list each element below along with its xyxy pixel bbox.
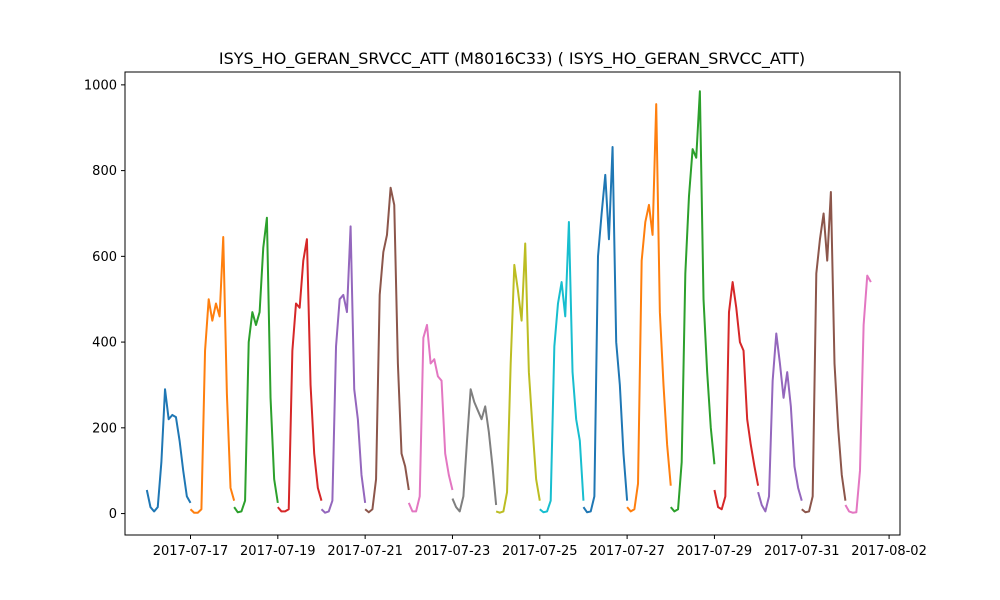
series-line-9 [495,242,541,514]
x-tick-label: 2017-07-17 [153,544,229,559]
x-tick-label: 2017-07-29 [677,544,753,559]
y-tick-label: 600 [92,250,117,265]
series-line-8 [451,388,498,513]
series-line-7 [407,323,454,513]
series-line-11 [582,146,629,514]
x-tick-label: 2017-07-23 [415,544,491,559]
series-line-5 [320,225,367,514]
series-line-16 [801,191,847,514]
y-tick-label: 800 [92,164,117,179]
series-line-17 [844,274,872,514]
series-line-15 [757,332,803,513]
x-tick-label: 2017-07-31 [764,544,840,559]
x-tick-label: 2017-07-25 [502,544,578,559]
series-line-12 [626,103,672,513]
series-line-4 [277,238,323,513]
chart-title: ISYS_HO_GERAN_SRVCC_ATT (M8016C33) ( ISY… [219,49,805,69]
x-tick-label: 2017-07-27 [589,544,665,559]
x-tick-label: 2017-07-21 [327,544,403,559]
series-line-14 [713,281,760,511]
axis-layer: 0 200 400 600 800 1000 2017-07-17 2017-07-19 201… [84,71,927,559]
x-tick-label: 2017-08-02 [851,544,927,559]
series-layer [145,90,872,514]
plot-frame [124,71,901,536]
series-line-1 [145,388,192,513]
series-line-2 [189,236,236,514]
series-line-13 [670,90,716,513]
series-line-6 [364,186,410,514]
series-line-10 [539,221,585,514]
y-tick-label: 1000 [84,78,117,93]
x-tick-label: 2017-07-19 [240,544,316,559]
y-tick-label: 400 [92,336,117,351]
y-tick-label: 200 [92,421,117,436]
series-line-3 [233,216,279,514]
y-tick-label: 0 [109,507,117,522]
